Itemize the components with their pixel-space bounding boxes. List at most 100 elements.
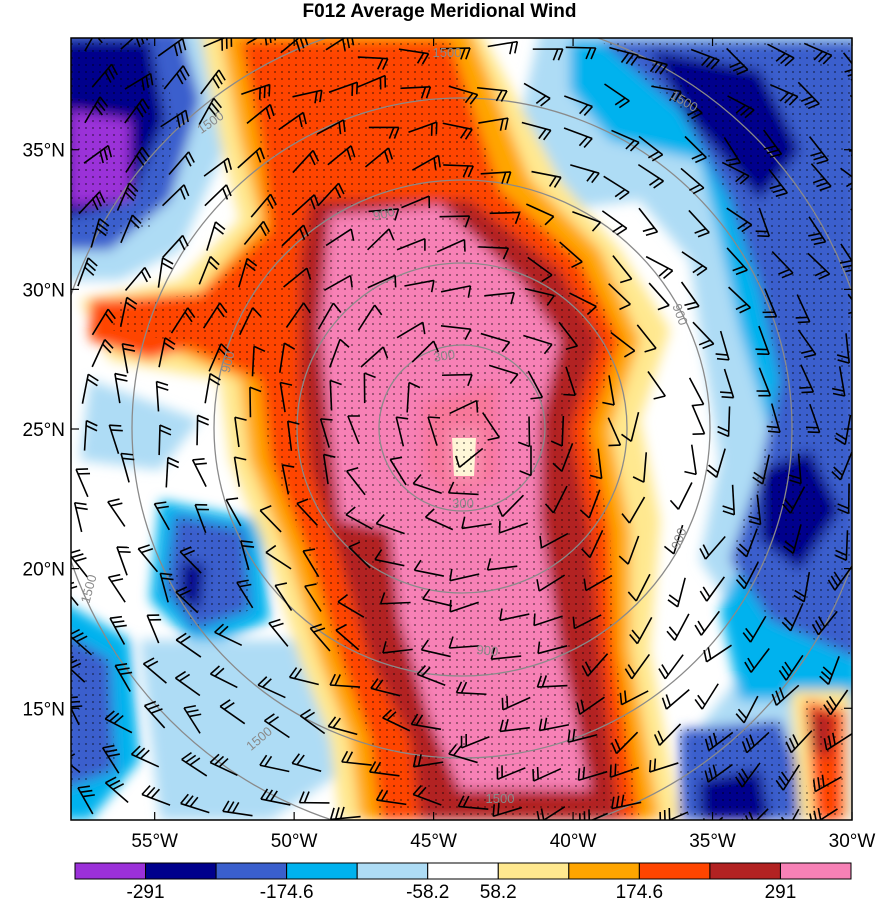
wind-barb	[357, 304, 383, 331]
wind-barb	[119, 296, 138, 327]
wind-barb	[564, 95, 593, 116]
range-ring-label: 900	[669, 302, 691, 328]
wind-barb	[279, 342, 296, 373]
wind-barb	[638, 56, 668, 75]
wind-barb	[406, 381, 421, 413]
wind-barb	[375, 789, 407, 806]
wind-barb	[531, 170, 562, 188]
wind-barb	[107, 573, 126, 603]
wind-barb	[735, 762, 761, 788]
wind-barb	[83, 144, 113, 164]
wind-barb	[161, 184, 190, 207]
wind-barb	[325, 38, 355, 51]
wind-barb	[684, 444, 697, 476]
colorbar-swatch	[74, 862, 147, 880]
wind-barb	[411, 340, 440, 363]
wind-barb	[447, 481, 479, 496]
wind-barb	[684, 135, 707, 164]
wind-barb	[424, 508, 454, 531]
wind-barb	[610, 331, 636, 358]
wind-barb	[412, 473, 442, 495]
wind-barb	[607, 417, 622, 447]
wind-barb	[91, 63, 119, 88]
wind-barb	[788, 453, 802, 485]
wind-barb	[160, 109, 189, 128]
wind-barb	[533, 613, 563, 627]
wind-barb	[337, 593, 365, 618]
wind-barb	[583, 574, 613, 592]
wind-barb	[748, 494, 762, 526]
wind-barb	[259, 505, 282, 533]
wind-barb	[288, 667, 319, 686]
wind-barb	[114, 663, 133, 692]
wind-barb	[581, 653, 609, 677]
wind-barb	[488, 364, 519, 385]
wind-barb	[109, 615, 127, 645]
lat-tick-label: 25°N	[23, 420, 65, 441]
wind-barb	[681, 251, 708, 277]
wind-barb	[480, 171, 512, 184]
range-ring-label: 900	[476, 642, 499, 659]
wind-barb	[367, 274, 397, 289]
wind-barb	[457, 795, 489, 810]
lon-tick-label: 55°W	[131, 831, 178, 852]
wind-barb	[831, 451, 852, 481]
wind-barb	[181, 751, 208, 777]
wind-barb	[302, 548, 320, 578]
wind-barb	[116, 182, 139, 211]
wind-barb	[389, 456, 407, 486]
wind-barb	[120, 452, 135, 483]
wind-barb	[73, 501, 88, 533]
wind-barb	[742, 615, 767, 643]
wind-barb	[524, 287, 555, 306]
wind-barb	[661, 688, 690, 710]
range-ring-label: 900	[371, 204, 396, 224]
wind-barb	[395, 416, 409, 447]
stipple-shading	[71, 40, 852, 820]
wind-barb	[842, 52, 852, 81]
range-ring	[213, 179, 711, 677]
wind-barb	[567, 728, 598, 743]
wind-barb	[77, 257, 98, 287]
colorbar-swatch	[779, 862, 852, 880]
wind-barb	[194, 503, 209, 534]
wind-barb	[680, 281, 700, 311]
wind-barb	[537, 641, 568, 655]
wind-barb	[715, 330, 730, 361]
wind-barb	[81, 373, 99, 404]
wind-barb	[727, 95, 755, 119]
colorbar-swatch	[638, 862, 711, 880]
wind-barb	[124, 266, 152, 291]
wind-barb	[281, 464, 295, 495]
wind-barb	[317, 302, 342, 330]
wind-barb	[570, 164, 600, 184]
wind-barb	[364, 147, 394, 168]
wind-barb	[71, 751, 81, 774]
wind-barb	[234, 416, 247, 448]
wind-barb	[410, 713, 442, 731]
wind-barb	[368, 126, 400, 139]
wind-barb	[175, 632, 202, 658]
plot-area	[71, 38, 852, 820]
wind-barb	[165, 456, 180, 488]
wind-barb	[722, 484, 736, 516]
wind-barb	[527, 370, 544, 400]
colorbar-swatch	[145, 862, 217, 880]
colorbar: -291 -174.6 -58.2 58.2 174.6 291	[74, 862, 852, 900]
wind-barb	[179, 546, 202, 574]
colorbar-label: -58.2	[406, 882, 449, 900]
wind-barb	[694, 610, 720, 636]
wind-barb	[345, 506, 373, 530]
wind-barb	[238, 257, 258, 288]
wind-barb	[768, 168, 788, 198]
wind-barb	[848, 150, 852, 157]
colorbar-swatch	[568, 862, 640, 880]
wind-barb	[292, 89, 323, 104]
wind-barb	[240, 540, 255, 571]
wind-barb	[363, 372, 376, 404]
wind-barb	[737, 528, 758, 558]
wind-barb	[71, 549, 88, 578]
wind-barb	[850, 208, 852, 212]
wind-barb	[329, 379, 342, 411]
lon-tick-label: 35°W	[689, 831, 736, 852]
